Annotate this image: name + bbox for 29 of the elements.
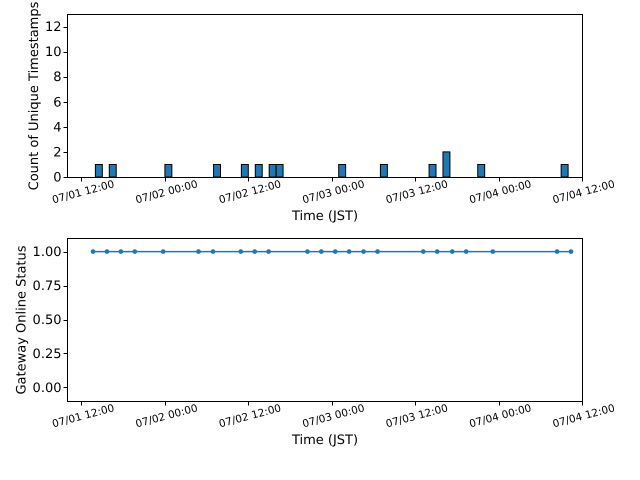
x-tick-label: 07/04 12:00: [551, 402, 616, 430]
y-tick-label: 0.25: [32, 346, 62, 362]
x-tick-label: 07/02 12:00: [218, 178, 283, 206]
y-tick-label: 1.00: [32, 245, 62, 260]
x-tick-label: 07/04 00:00: [468, 178, 533, 206]
y-tick-label: 0.00: [32, 380, 62, 396]
x-tick-label: 07/02 00:00: [134, 178, 200, 206]
y-tick-label: 0.50: [32, 313, 62, 328]
x-tick-label: 07/04 00:00: [468, 402, 533, 430]
y-tick-label: 8: [53, 70, 62, 86]
y-tick-label: 6: [53, 95, 62, 110]
y-axis-title: Gateway Online Status: [14, 245, 30, 395]
x-tick-label: 07/03 12:00: [384, 178, 450, 206]
x-tick-label: 07/03 12:00: [384, 402, 450, 430]
y-axis-title: Count of Unique Timestamps: [26, 1, 42, 190]
x-tick-label: 07/02 12:00: [218, 402, 283, 430]
x-tick-label: 07/02 00:00: [134, 402, 200, 430]
y-tick-label: 2: [53, 145, 62, 160]
y-tick-label: 12: [44, 20, 62, 36]
y-tick-label: 0.75: [32, 279, 62, 294]
x-tick-label: 07/03 00:00: [301, 402, 366, 430]
x-tick-label: 07/03 00:00: [301, 178, 366, 206]
x-axis-title: Time (JST): [290, 208, 358, 224]
y-tick-label: 4: [53, 120, 62, 136]
y-tick-label: 10: [44, 45, 62, 60]
x-tick-label: 07/01 12:00: [50, 402, 116, 430]
x-axis-title: Time (JST): [290, 432, 358, 448]
y-tick-label: 0: [53, 170, 62, 186]
x-tick-label: 07/04 12:00: [551, 178, 616, 206]
